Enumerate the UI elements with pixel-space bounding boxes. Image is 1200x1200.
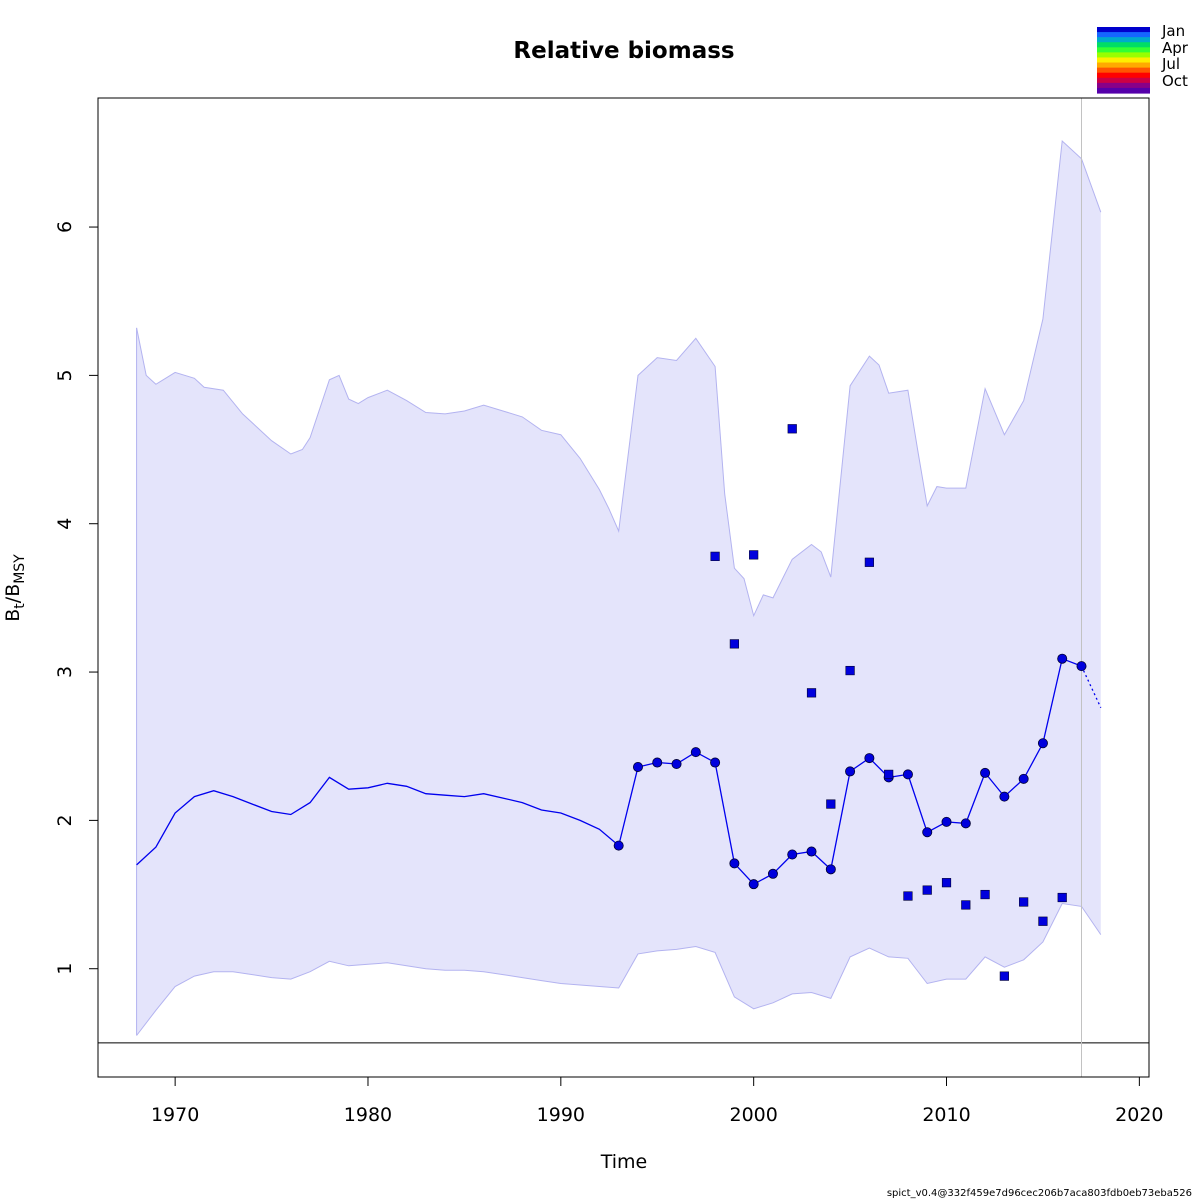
legend-swatch	[1097, 77, 1150, 84]
observation-point	[980, 889, 990, 900]
observation-point	[710, 551, 720, 561]
legend-label-jan: Jan	[1161, 22, 1185, 40]
chart-title: Relative biomass	[513, 38, 734, 64]
legend-swatch	[1097, 42, 1150, 48]
footer-version: spict_v0.4@332f459e7d96cec206b7aca803fdb…	[887, 1188, 1192, 1199]
y-tick-label: 3	[54, 666, 76, 678]
y-tick-label: 4	[54, 518, 76, 530]
x-tick-label: 1990	[537, 1104, 585, 1126]
observation-point	[1019, 897, 1029, 907]
estimate-point	[729, 858, 740, 869]
observation-point	[826, 799, 836, 809]
x-tick-label: 1980	[344, 1104, 392, 1126]
estimate-point	[1037, 738, 1048, 749]
observation-point	[961, 900, 971, 910]
legend-label-apr: Apr	[1162, 39, 1189, 57]
observation-point	[922, 885, 932, 895]
observation-point	[749, 550, 759, 560]
observation-point	[864, 557, 874, 567]
estimate-point	[671, 759, 682, 770]
x-axis-title: Time	[600, 1151, 648, 1173]
observation-point	[806, 688, 817, 698]
y-tick-label: 5	[54, 369, 76, 381]
estimate-point	[632, 761, 643, 772]
legend-label-oct: Oct	[1162, 72, 1188, 90]
legend: Jan Apr Jul Oct	[1097, 22, 1189, 94]
y-tick-label: 1	[54, 963, 76, 975]
observation-point	[884, 769, 894, 779]
estimate-point	[960, 818, 971, 829]
estimate-point	[748, 879, 759, 890]
observation-point	[1057, 892, 1067, 903]
observation-point	[903, 891, 913, 901]
x-axis: 1970 1980 1990 2000 2010 2020	[151, 1076, 1164, 1126]
legend-swatch	[1097, 67, 1150, 74]
observation-point	[787, 424, 797, 434]
observation-point	[999, 971, 1009, 981]
estimate-point	[999, 791, 1010, 802]
y-axis: 1 2 3 4 5 6	[54, 221, 99, 975]
estimate-point	[864, 753, 875, 764]
estimate-point	[1018, 773, 1029, 784]
estimate-point	[980, 767, 991, 778]
x-tick-label: 2010	[922, 1104, 970, 1126]
estimate-point	[613, 840, 624, 851]
estimate-point	[902, 769, 913, 780]
legend-swatch	[1097, 47, 1150, 53]
y-tick-label: 6	[54, 221, 76, 233]
estimate-point	[710, 757, 721, 768]
estimate-point	[941, 816, 952, 827]
y-tick-label: 2	[54, 814, 76, 826]
x-tick-label: 1970	[151, 1104, 199, 1126]
estimate-point	[1076, 661, 1087, 672]
legend-swatch	[1097, 87, 1150, 94]
legend-swatch	[1097, 82, 1150, 89]
estimate-point	[845, 766, 856, 777]
estimate-point	[652, 757, 663, 768]
estimate-point	[825, 864, 836, 875]
lower-ci-line	[136, 902, 1102, 1036]
legend-swatch	[1097, 27, 1150, 33]
observation-point	[1038, 916, 1048, 926]
plot-area	[98, 98, 1149, 1077]
x-tick-label: 2020	[1115, 1104, 1163, 1126]
estimate-point	[922, 827, 933, 838]
estimate-point	[806, 846, 817, 857]
observation-point	[941, 878, 952, 888]
estimate-point	[690, 747, 701, 758]
legend-swatch	[1097, 72, 1150, 79]
estimate-point	[787, 849, 798, 860]
observation-point	[729, 639, 739, 649]
legend-swatch	[1097, 62, 1150, 69]
y-axis-title: Bt/BMSY	[2, 554, 28, 622]
estimate-line	[136, 657, 1082, 886]
legend-swatch	[1097, 52, 1150, 59]
legend-swatch	[1097, 37, 1150, 43]
upper-ci-line	[136, 139, 1102, 618]
legend-swatch	[1097, 57, 1150, 64]
estimate-point	[1057, 653, 1068, 664]
estimate-point	[767, 868, 778, 879]
x-tick-label: 2000	[729, 1104, 777, 1126]
legend-swatch	[1097, 32, 1150, 38]
observation-point	[845, 665, 855, 676]
legend-label-jul: Jul	[1161, 55, 1180, 73]
confidence-band	[136, 141, 1101, 1036]
legend-color-bar	[1097, 27, 1150, 94]
